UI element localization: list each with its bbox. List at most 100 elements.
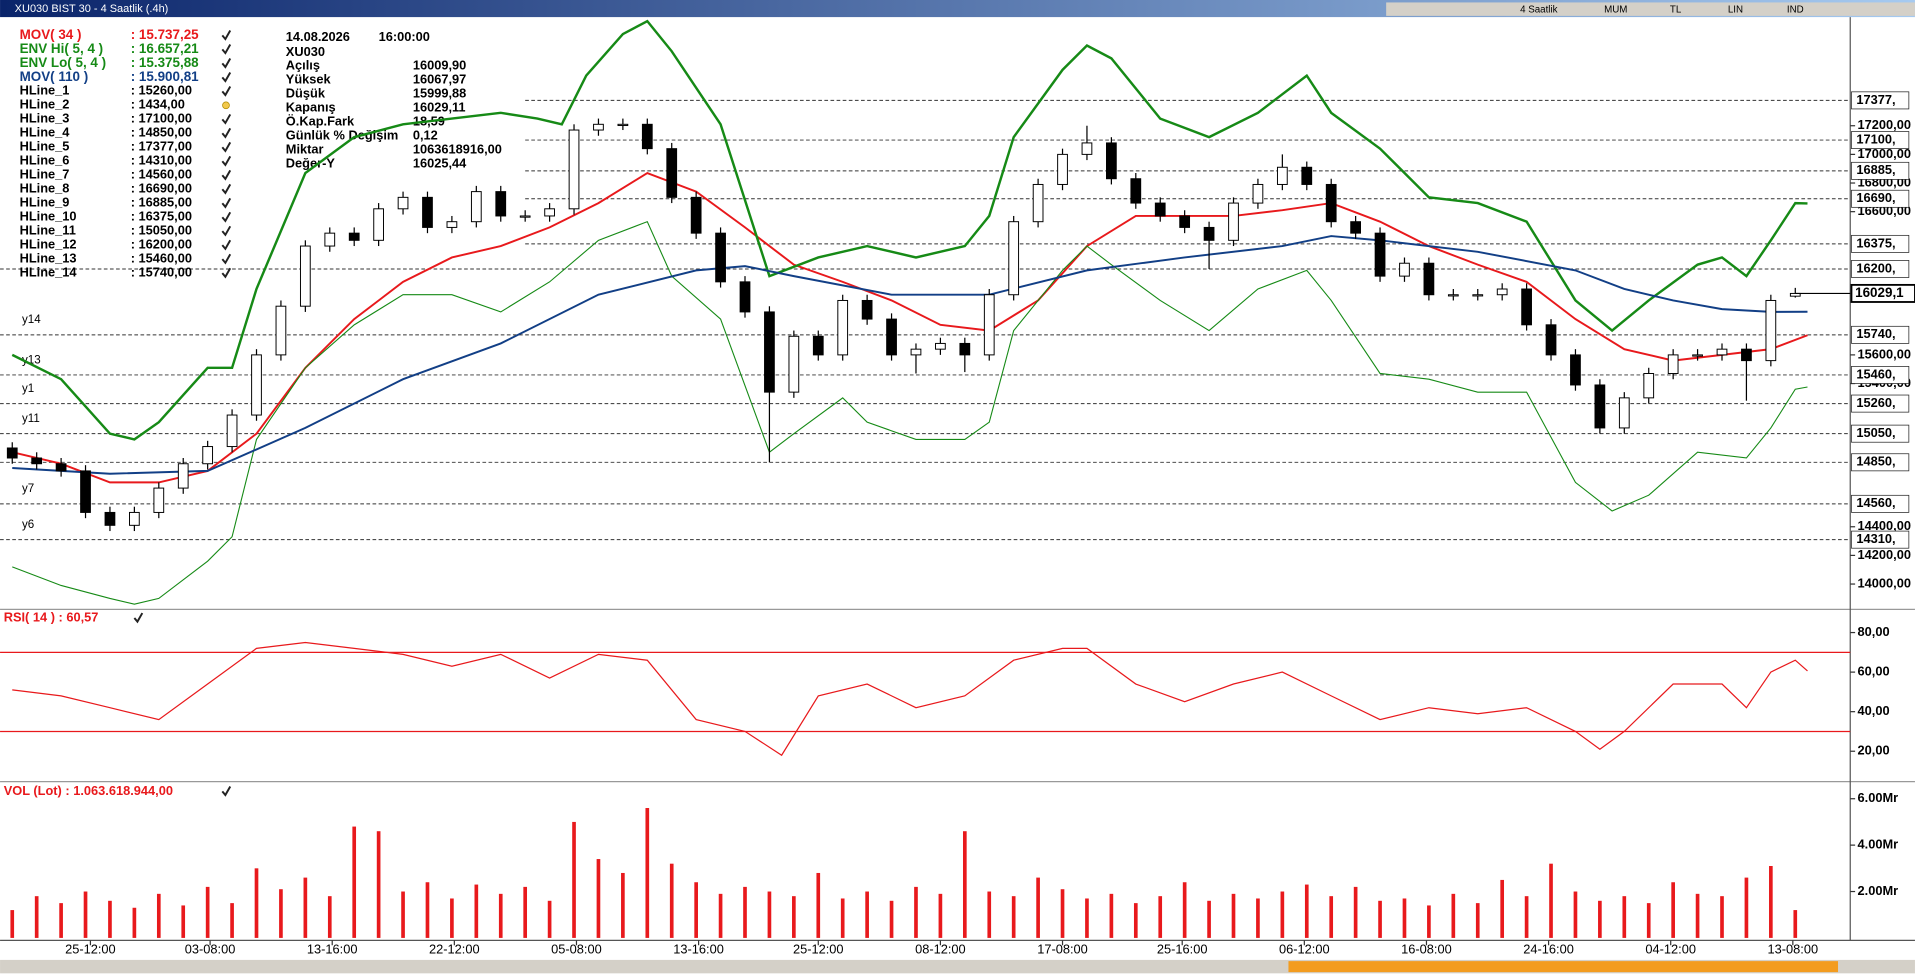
volume-bar bbox=[1133, 903, 1138, 938]
y-tick-label: 17000,00 bbox=[1858, 146, 1911, 161]
candle-body bbox=[1399, 262, 1410, 277]
volume-bar bbox=[230, 903, 234, 938]
volume-bar bbox=[694, 882, 698, 938]
legend-value: : 14310,00 bbox=[131, 153, 192, 168]
volume-bar bbox=[1769, 866, 1773, 938]
toolbar-items: 4 Saatlik MUM TL LIN IND bbox=[1520, 4, 1804, 15]
legend-value: : 16375,00 bbox=[131, 209, 192, 224]
legend-value: : 15.900,81 bbox=[131, 69, 199, 84]
info-value: 16009,90 bbox=[413, 57, 466, 72]
hline-label: 16885, bbox=[1856, 162, 1895, 177]
candle-body bbox=[1692, 354, 1703, 357]
y-tick-label: 20,00 bbox=[1858, 743, 1890, 758]
toolbar-item[interactable]: IND bbox=[1787, 4, 1804, 15]
candle-body bbox=[519, 215, 531, 218]
volume-bar bbox=[1011, 896, 1016, 938]
candle-body bbox=[1203, 226, 1215, 241]
volume-bar bbox=[474, 884, 479, 938]
toolbar-item[interactable]: TL bbox=[1670, 4, 1682, 15]
legend-name: HLine_4 bbox=[20, 125, 71, 140]
toolbar-item[interactable]: MUM bbox=[1604, 4, 1627, 15]
candle-body bbox=[153, 487, 165, 513]
candle-body bbox=[983, 294, 995, 356]
candle-body bbox=[1594, 384, 1606, 429]
candle-body bbox=[1643, 373, 1655, 399]
hline-label: 17100, bbox=[1856, 131, 1895, 146]
candle-body bbox=[886, 318, 897, 356]
candle-body bbox=[1472, 294, 1484, 297]
volume-bar bbox=[376, 831, 381, 938]
volume-bar bbox=[1598, 900, 1602, 938]
info-value: 16025,44 bbox=[413, 156, 467, 171]
indicator-line bbox=[12, 235, 1808, 475]
volume-bar bbox=[1793, 910, 1798, 938]
hline-label-box bbox=[1851, 453, 1910, 472]
legend-name: ENV Lo( 5, 4 ) bbox=[20, 55, 107, 70]
volume-bar bbox=[352, 826, 357, 938]
volume-bar bbox=[1573, 891, 1578, 938]
hline-label: 14850, bbox=[1856, 454, 1895, 469]
hline-label-box bbox=[1851, 131, 1910, 149]
hline-label: 16375, bbox=[1856, 235, 1895, 250]
volume-bar bbox=[816, 872, 821, 938]
volume-bar bbox=[1329, 896, 1334, 938]
legend-check bbox=[221, 239, 232, 251]
y-tick-label: 4.00Mr bbox=[1858, 837, 1899, 852]
hline-label-box bbox=[1851, 325, 1910, 344]
scrollbar-thumb[interactable] bbox=[1288, 961, 1839, 973]
legend-value: : 15260,00 bbox=[131, 83, 192, 98]
volume-bar bbox=[767, 891, 772, 938]
window-title: XU030 BIST 30 - 4 Saatlik (.4h) bbox=[15, 3, 169, 15]
candle-body bbox=[1154, 202, 1166, 217]
legend-check bbox=[221, 225, 232, 237]
info-label: Günlük % Değişim bbox=[286, 128, 398, 143]
candle-body bbox=[788, 335, 800, 393]
info-symbol: XU030 bbox=[286, 44, 325, 59]
x-tick-label: 06-12:00 bbox=[1279, 942, 1330, 957]
legend-check bbox=[221, 155, 232, 167]
legend-value: : 16690,00 bbox=[131, 181, 192, 196]
legend-name: HLine_14 bbox=[20, 265, 78, 280]
legend-check bbox=[221, 183, 232, 195]
volume-bar bbox=[279, 889, 283, 938]
candle-body bbox=[80, 470, 91, 513]
toolbar-item[interactable]: 4 Saatlik bbox=[1520, 4, 1558, 15]
volume-bar bbox=[1304, 884, 1309, 938]
legend-value: : 15740,00 bbox=[131, 265, 192, 280]
hline-tag: y1 bbox=[22, 382, 34, 395]
candle-body bbox=[1081, 142, 1093, 155]
info-label: Ö.Kap.Fark bbox=[286, 114, 355, 129]
volume-bar bbox=[1378, 900, 1382, 938]
hline-label-box bbox=[1851, 234, 1910, 253]
volume-bar bbox=[1524, 896, 1529, 938]
candle-body bbox=[812, 335, 824, 356]
candle-body bbox=[593, 123, 604, 131]
volume-bar bbox=[327, 896, 332, 938]
legend-value: : 1434,00 bbox=[131, 97, 185, 112]
hline-label: 15460, bbox=[1856, 366, 1895, 381]
hline-label: 15740, bbox=[1856, 326, 1895, 341]
hline-label: 16690, bbox=[1856, 190, 1895, 205]
candle-body bbox=[715, 232, 726, 283]
x-tick-label: 22-12:00 bbox=[429, 942, 480, 957]
candle-body bbox=[1741, 348, 1752, 362]
legend-value: : 15050,00 bbox=[131, 223, 192, 238]
volume-bar bbox=[59, 903, 63, 938]
volume-bar bbox=[962, 831, 967, 938]
toolbar-item[interactable]: LIN bbox=[1728, 4, 1743, 15]
volume-bar bbox=[547, 900, 552, 938]
volume-bar bbox=[914, 886, 918, 938]
candle-body bbox=[373, 208, 385, 241]
candle-body bbox=[1447, 294, 1459, 297]
hline-tag: y11 bbox=[22, 412, 40, 425]
candle-body bbox=[1008, 221, 1020, 296]
volume-bar bbox=[181, 905, 186, 938]
legend-name: HLine_12 bbox=[20, 237, 77, 252]
volume-bar bbox=[425, 882, 430, 938]
hline-label-box bbox=[1851, 91, 1910, 110]
legend-check bbox=[221, 211, 232, 223]
panel-title: VOL (Lot) : 1.063.618.944,00 bbox=[4, 783, 173, 798]
legend-check bbox=[221, 267, 232, 279]
candle-body bbox=[1374, 232, 1386, 277]
